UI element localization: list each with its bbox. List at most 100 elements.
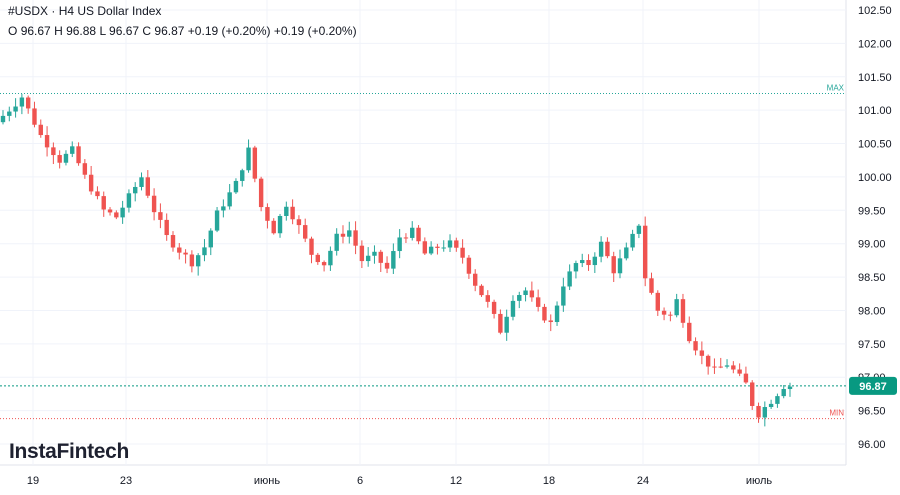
candle-body [158, 212, 163, 220]
candle-body [145, 177, 151, 196]
candle-body [372, 251, 377, 256]
candle-body [258, 178, 264, 208]
candle-body [699, 350, 705, 356]
candle-body [668, 314, 673, 316]
close-value: 96.87 [154, 24, 185, 38]
change-value: +0.19 (+0.20%) [187, 24, 271, 38]
candle-body [680, 299, 686, 323]
candle-body [737, 369, 742, 374]
low-value: 96.67 [109, 24, 140, 38]
candle-body [328, 250, 333, 266]
y-tick-label: 100.50 [858, 139, 892, 151]
candle-body [624, 247, 629, 259]
candle-body [88, 174, 94, 192]
high-label: H [54, 24, 63, 38]
candle-body [687, 322, 692, 342]
y-tick-label: 96.50 [858, 406, 886, 418]
candle-body [693, 341, 698, 351]
candle-body [762, 407, 768, 418]
candle-body [340, 233, 346, 237]
chart-title: #USDX · H4 US Dollar Index [8, 4, 162, 18]
candle-body [479, 285, 484, 296]
candle-body [592, 256, 598, 266]
candle-body [170, 235, 176, 248]
candle-body [321, 262, 327, 266]
instrument-name: US Dollar Index [77, 4, 162, 18]
candle-body [189, 254, 195, 267]
candle-body [580, 260, 585, 264]
candle-body [649, 278, 654, 293]
candle-body [107, 209, 113, 213]
candle-body [183, 252, 188, 255]
candle-body [347, 230, 352, 237]
candle-body [252, 147, 258, 179]
candle-body [384, 262, 390, 269]
candle-body [529, 290, 535, 298]
candle-body [617, 258, 623, 274]
candle-body [554, 305, 560, 323]
candle-body [743, 373, 749, 383]
y-tick-label: 97.50 [858, 339, 886, 351]
y-tick-label: 102.50 [858, 5, 892, 17]
candle-body [284, 206, 289, 216]
candle-body [775, 396, 780, 404]
candle-body [642, 225, 648, 279]
candle-body [151, 195, 157, 213]
candle-body [82, 163, 88, 175]
candle-body [359, 245, 365, 262]
candle-body [214, 210, 220, 231]
candle-body [271, 220, 276, 234]
candle-body [57, 155, 62, 163]
candle-body [353, 230, 358, 246]
candle-body [473, 273, 478, 286]
candle-body [139, 177, 144, 187]
candle-body [202, 247, 207, 256]
candle-body [454, 240, 459, 248]
candle-body [504, 316, 509, 333]
candle-body [466, 257, 472, 274]
candle-body [491, 301, 497, 314]
candle-body [277, 215, 283, 234]
candle-body [611, 256, 616, 274]
candle-body [378, 251, 383, 263]
candle-body [410, 227, 415, 238]
candle-body [567, 271, 572, 287]
candle-body [787, 386, 793, 390]
candle-body [126, 193, 132, 208]
candle-body [655, 292, 660, 311]
candle-body [535, 297, 541, 307]
candle-body [750, 382, 755, 406]
candle-body [712, 366, 717, 368]
y-tick-label: 98.00 [858, 305, 886, 317]
low-label: L [99, 24, 106, 38]
candle-body [517, 295, 522, 301]
x-tick-label: 6 [357, 475, 363, 487]
y-tick-label: 101.00 [858, 105, 892, 117]
current-price-badge [849, 376, 897, 395]
candle-body [674, 299, 679, 316]
candle-body [221, 206, 226, 211]
candle-body [724, 365, 730, 367]
candle-body [309, 238, 314, 255]
candle-body [164, 219, 169, 236]
candle-body [296, 219, 302, 226]
candle-body [0, 115, 6, 123]
candle-body [605, 241, 610, 257]
candle-body [435, 246, 440, 248]
candle-body [416, 227, 421, 242]
x-tick-label: июль [746, 475, 773, 487]
high-value: 96.88 [66, 24, 97, 38]
candle-body [718, 366, 723, 368]
y-tick-label: 96.00 [858, 439, 886, 451]
timeframe: H4 [58, 4, 75, 18]
candle-body [38, 124, 43, 136]
candle-body [542, 306, 547, 321]
y-tick-label: 98.50 [858, 272, 886, 284]
x-tick-label: 19 [27, 475, 39, 487]
x-tick-label: 12 [450, 475, 462, 487]
candle-body [460, 247, 465, 258]
candle-body [636, 225, 642, 234]
candle-body [428, 246, 434, 254]
